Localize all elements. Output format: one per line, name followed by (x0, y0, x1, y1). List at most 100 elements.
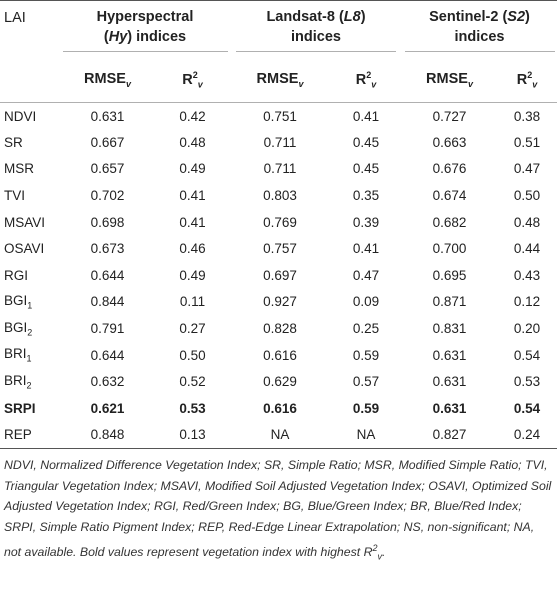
table-row: BRI1 0.644 0.50 0.616 0.59 0.631 0.54 (0, 342, 557, 369)
r2-cell: 0.49 (179, 267, 206, 283)
r2-cell: 0.57 (352, 374, 380, 390)
rmse-cell: 0.711 (263, 134, 297, 150)
r2-cell: 0.54 (513, 347, 541, 363)
r2-cell: 0.12 (513, 294, 541, 310)
rmse-cell: 0.751 (263, 108, 297, 124)
r2-cell: 0.46 (179, 241, 206, 257)
subheader-rmse: RMSEv (256, 71, 304, 90)
index-name: BRI2 (4, 372, 32, 391)
rmse-cell: 0.848 (90, 427, 125, 443)
r2-cell: 0.52 (179, 374, 206, 390)
r2-cell: 0.13 (179, 427, 206, 443)
rmse-cell: 0.927 (263, 294, 297, 310)
index-name: TVI (4, 188, 26, 204)
r2-cell: 0.53 (513, 374, 541, 390)
subheader-r2: R2v (182, 70, 203, 91)
rmse-cell: 0.702 (90, 188, 125, 204)
table-row: OSAVI 0.673 0.46 0.757 0.41 0.700 0.44 (0, 235, 557, 262)
table-row: REP 0.848 0.13 NA NA 0.827 0.24 (0, 422, 557, 449)
r2-cell: 0.48 (179, 134, 206, 150)
r2-cell: 0.20 (513, 321, 541, 337)
index-name: RGI (4, 267, 29, 283)
index-name: NDVI (4, 108, 37, 124)
subheader-rmse: RMSEv (84, 71, 131, 90)
rmse-cell: 0.844 (90, 294, 125, 310)
lai-indices-table: LAI Hyperspectral (Hy) indices Landsat-8… (0, 0, 557, 449)
r2-cell: 0.38 (513, 108, 541, 124)
subheader-r2: R2v (355, 70, 377, 91)
r2-cell: 0.45 (352, 134, 380, 150)
table-row: BGI1 0.844 0.11 0.927 0.09 0.871 0.12 (0, 289, 557, 316)
rmse-cell: 0.632 (90, 374, 125, 390)
rmse-cell: 0.697 (263, 267, 297, 283)
index-name: SR (4, 134, 23, 150)
r2-cell: 0.41 (179, 188, 206, 204)
r2-cell: 0.45 (352, 161, 380, 177)
index-name: OSAVI (4, 241, 45, 257)
rmse-cell: 0.616 (263, 400, 297, 416)
table-row: RGI 0.644 0.49 0.697 0.47 0.695 0.43 (0, 262, 557, 289)
r2-cell: 0.25 (352, 321, 380, 337)
r2-cell: 0.39 (352, 214, 380, 230)
group-header-sentinel2: Sentinel-2 (S2) indices (402, 1, 557, 59)
table-row: NDVI 0.631 0.42 0.751 0.41 0.727 0.38 (0, 102, 557, 130)
rmse-cell: 0.631 (432, 374, 467, 390)
rmse-cell: 0.644 (90, 347, 125, 363)
rmse-cell: 0.616 (263, 347, 297, 363)
rmse-cell: NA (270, 427, 290, 443)
rmse-cell: 0.631 (432, 400, 467, 416)
r2-cell: 0.49 (179, 161, 206, 177)
rmse-cell: 0.644 (90, 267, 125, 283)
r2-cell: 0.35 (352, 188, 380, 204)
rmse-cell: 0.698 (90, 214, 125, 230)
table-row: MSR 0.657 0.49 0.711 0.45 0.676 0.47 (0, 156, 557, 183)
rmse-cell: 0.682 (432, 214, 467, 230)
rmse-cell: 0.769 (263, 214, 297, 230)
rmse-cell: 0.695 (432, 267, 467, 283)
index-name: SRPI (4, 400, 36, 416)
r2-cell: 0.50 (513, 188, 541, 204)
r2-cell: 0.11 (179, 294, 206, 310)
rmse-cell: 0.663 (432, 134, 467, 150)
r2-cell: 0.53 (179, 400, 206, 416)
table-row: BRI2 0.632 0.52 0.629 0.57 0.631 0.53 (0, 368, 557, 395)
table-footnote: NDVI, Normalized Difference Vegetation I… (4, 458, 552, 562)
rmse-cell: 0.727 (432, 108, 467, 124)
table-row: MSAVI 0.698 0.41 0.769 0.39 0.682 0.48 (0, 209, 557, 236)
index-name: BRI1 (4, 346, 32, 364)
r2-cell: 0.27 (179, 321, 206, 337)
table-row: SRPI 0.621 0.53 0.616 0.59 0.631 0.54 (0, 395, 557, 422)
subheader-rmse: RMSEv (426, 71, 473, 90)
index-name: REP (4, 427, 32, 443)
r2-cell: 0.54 (513, 400, 541, 416)
rmse-cell: 0.631 (90, 108, 125, 124)
r2-cell: 0.09 (352, 294, 380, 310)
index-name: BGI2 (4, 319, 33, 338)
rmse-cell: 0.803 (263, 188, 297, 204)
table-row: BGI2 0.791 0.27 0.828 0.25 0.831 0.20 (0, 315, 557, 342)
rmse-cell: 0.674 (432, 188, 467, 204)
rmse-cell: 0.631 (432, 347, 467, 363)
table-row: TVI 0.702 0.41 0.803 0.35 0.674 0.50 (0, 182, 557, 209)
rmse-cell: 0.871 (432, 294, 467, 310)
group-header-landsat8: Landsat-8 (L8) indices (230, 1, 402, 59)
rmse-cell: 0.657 (90, 161, 125, 177)
rmse-cell: 0.676 (432, 161, 467, 177)
rmse-cell: 0.711 (263, 161, 297, 177)
table-body: NDVI 0.631 0.42 0.751 0.41 0.727 0.38 SR 0.667 0.… (0, 102, 557, 449)
rmse-cell: 0.621 (90, 400, 125, 416)
r2-cell: 0.59 (352, 347, 380, 363)
r2-cell: 0.50 (179, 347, 206, 363)
rmse-cell: 0.700 (432, 241, 467, 257)
index-name: BGI1 (4, 293, 33, 311)
rmse-cell: 0.757 (263, 241, 297, 257)
rmse-cell: 0.673 (90, 241, 125, 257)
r2-cell: 0.41 (352, 108, 380, 124)
r2-cell: 0.24 (513, 427, 541, 443)
r2-cell: 0.43 (513, 267, 541, 283)
r2-cell: 0.48 (513, 214, 541, 230)
r2-cell: 0.41 (179, 214, 206, 230)
group-header-hyperspectral: Hyperspectral (Hy) indices (60, 1, 230, 59)
rmse-cell: 0.791 (90, 321, 125, 337)
